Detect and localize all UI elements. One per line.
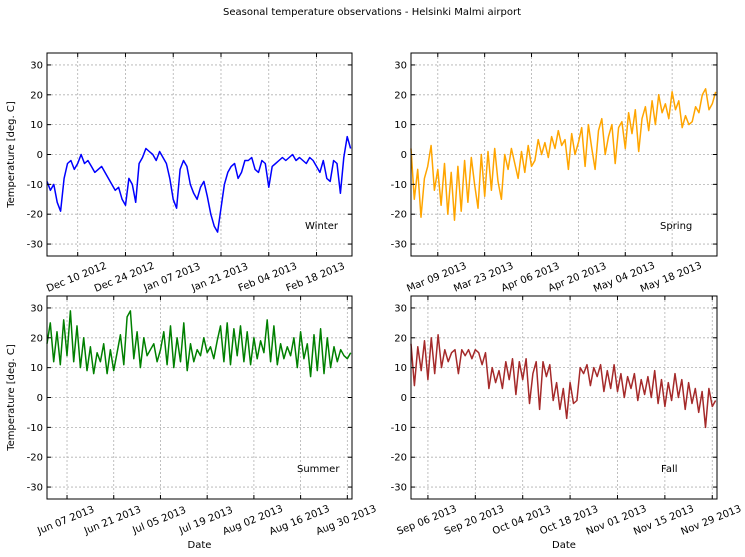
y-axis-label: Temperature [deg. C]: [6, 101, 17, 209]
temperature-series-line: [46, 310, 352, 378]
y-tick-label: -20: [391, 453, 407, 464]
y-tick-label: 30: [30, 60, 43, 71]
temperature-series-line: [410, 88, 717, 221]
y-tick-label: 10: [394, 120, 407, 131]
y-tick-label: 0: [37, 393, 43, 404]
x-axis-label: Date: [552, 540, 576, 551]
y-tick-label: 20: [394, 333, 407, 344]
y-tick-label: 10: [30, 120, 43, 131]
y-tick-label: 20: [30, 333, 43, 344]
y-tick-label: -30: [27, 483, 43, 494]
season-label: Fall: [661, 464, 678, 475]
y-tick-label: -10: [27, 423, 43, 434]
y-tick-label: -20: [27, 210, 43, 221]
y-tick-label: 20: [30, 90, 43, 101]
season-label: Summer: [297, 464, 340, 475]
y-tick-label: -10: [391, 180, 407, 191]
y-tick-label: -30: [27, 240, 43, 251]
y-tick-label: -10: [391, 423, 407, 434]
y-tick-label: -20: [27, 453, 43, 464]
season-label: Spring: [660, 221, 692, 232]
y-tick-label: 0: [401, 393, 407, 404]
temperature-series-line: [46, 135, 352, 233]
y-tick-label: -30: [391, 240, 407, 251]
y-tick-label: 30: [394, 303, 407, 314]
y-tick-label: -20: [391, 210, 407, 221]
y-tick-label: 0: [37, 150, 43, 161]
y-tick-label: 30: [30, 303, 43, 314]
temperature-series-line: [410, 334, 717, 429]
y-tick-label: 20: [394, 90, 407, 101]
y-tick-label: 10: [30, 363, 43, 374]
x-axis-label: Date: [188, 540, 212, 551]
y-tick-label: 30: [394, 60, 407, 71]
y-tick-label: 10: [394, 363, 407, 374]
y-tick-label: -10: [27, 180, 43, 191]
y-axis-label: Temperature [deg. C]: [6, 344, 17, 452]
figure-title: Seasonal temperature observations - Hels…: [223, 7, 521, 18]
y-tick-label: 0: [401, 150, 407, 161]
season-label: Winter: [305, 221, 339, 232]
y-tick-label: -30: [391, 483, 407, 494]
